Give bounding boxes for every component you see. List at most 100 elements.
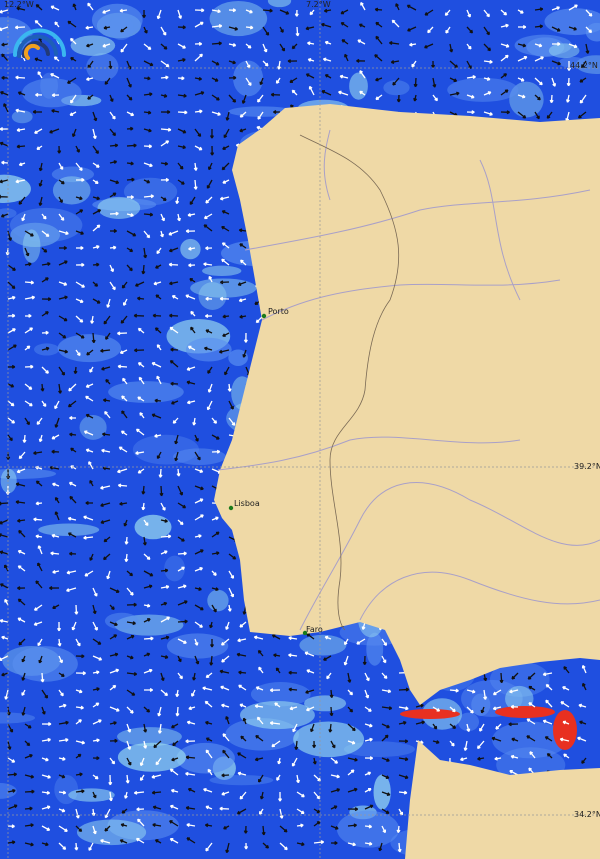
current-arrow — [109, 652, 119, 657]
current-arrow — [270, 92, 281, 97]
current-arrow — [122, 298, 128, 306]
current-arrow — [125, 774, 130, 784]
current-arrow — [177, 58, 186, 62]
current-speed-patch — [585, 22, 600, 42]
current-arrow — [57, 145, 62, 154]
current-arrow — [14, 25, 26, 30]
current-arrow — [194, 638, 199, 646]
current-arrow — [245, 9, 253, 14]
current-arrow — [237, 771, 247, 776]
current-arrow — [500, 54, 509, 62]
current-arrow — [398, 757, 409, 762]
current-arrow — [143, 162, 153, 168]
current-arrow — [328, 723, 333, 733]
rainbow-arc-logo — [13, 28, 66, 60]
current-arrow — [236, 652, 247, 657]
current-arrow — [160, 230, 164, 238]
current-arrow — [109, 757, 116, 765]
current-arrow — [220, 685, 230, 691]
current-arrow — [75, 145, 80, 153]
current-arrow — [551, 77, 557, 87]
current-arrow — [194, 514, 204, 521]
current-arrow — [508, 722, 519, 727]
current-arrow — [392, 77, 400, 86]
current-arrow — [18, 638, 26, 646]
current-arrow — [374, 7, 383, 12]
current-arrow — [70, 465, 77, 470]
current-arrow — [449, 740, 455, 747]
current-arrow — [534, 77, 543, 86]
current-arrow — [155, 757, 162, 766]
current-arrow — [109, 94, 114, 103]
current-arrow — [500, 23, 509, 28]
current-arrow — [188, 246, 196, 251]
current-arrow — [194, 128, 202, 138]
current-arrow — [582, 682, 587, 691]
current-arrow — [86, 349, 94, 356]
current-arrow — [153, 740, 162, 749]
current-arrow — [92, 791, 97, 799]
current-arrow — [381, 791, 391, 796]
current-arrow — [109, 281, 116, 291]
current-arrow — [143, 570, 154, 577]
current-arrow — [211, 434, 220, 440]
current-arrow — [509, 769, 519, 776]
current-arrow — [41, 722, 52, 727]
current-arrow — [21, 689, 26, 696]
current-speed-patch — [104, 612, 139, 630]
current-arrow — [185, 771, 196, 776]
current-arrow — [245, 60, 251, 69]
current-arrow — [397, 842, 402, 853]
current-arrow — [238, 684, 247, 691]
current-arrow — [295, 26, 300, 37]
current-arrow — [126, 757, 132, 766]
current-arrow — [92, 825, 97, 835]
current-arrow — [389, 41, 400, 45]
current-arrow — [106, 570, 111, 580]
current-arrow — [41, 247, 48, 253]
current-arrow — [177, 485, 184, 496]
current-arrow — [105, 378, 111, 385]
current-arrow — [70, 447, 77, 453]
current-arrow — [69, 495, 77, 504]
current-arrow — [171, 757, 179, 762]
current-arrow — [0, 533, 9, 538]
current-arrow — [7, 383, 15, 388]
current-arrow — [40, 672, 45, 683]
current-arrow — [123, 519, 128, 527]
current-arrow — [534, 24, 544, 29]
current-arrow — [101, 366, 111, 371]
current-arrow — [291, 43, 298, 50]
current-arrow — [203, 213, 213, 220]
rivers — [217, 129, 600, 631]
current-arrow — [142, 9, 147, 19]
current-arrow — [177, 551, 187, 556]
current-arrow — [398, 808, 404, 816]
current-arrow — [160, 60, 170, 68]
current-arrow — [126, 723, 132, 733]
current-arrow — [24, 740, 31, 747]
current-arrow — [170, 347, 179, 352]
current-arrow — [415, 703, 424, 708]
current-arrow — [221, 225, 230, 232]
current-arrow — [22, 434, 27, 443]
current-arrow — [542, 672, 553, 677]
current-arrow — [581, 664, 587, 674]
current-arrow — [104, 825, 111, 832]
current-arrow — [109, 604, 115, 611]
current-arrow — [205, 749, 213, 759]
current-arrow — [36, 417, 43, 425]
current-arrow — [177, 93, 187, 98]
current-arrow — [242, 717, 247, 725]
current-arrow — [24, 789, 35, 794]
current-arrow — [357, 39, 366, 45]
current-arrow — [347, 723, 356, 732]
current-arrow — [194, 534, 202, 539]
current-arrow — [1, 672, 9, 677]
current-arrow — [57, 621, 62, 632]
current-arrow — [194, 434, 199, 442]
current-arrow — [296, 842, 305, 847]
current-arrow — [424, 43, 434, 49]
